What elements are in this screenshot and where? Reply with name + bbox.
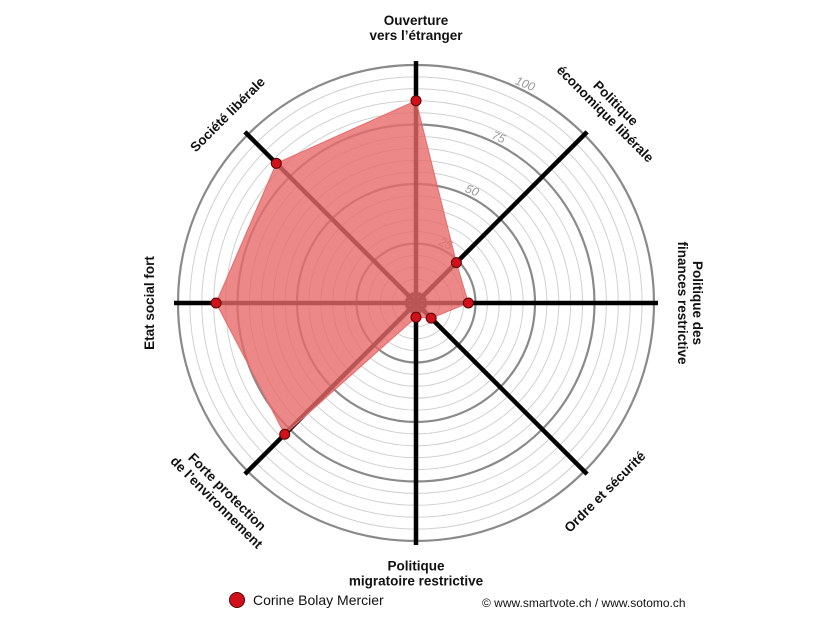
data-area bbox=[210, 95, 474, 440]
axis-label: Politique bbox=[388, 559, 445, 574]
data-point bbox=[410, 311, 422, 323]
axis-label: migratoire restrictive bbox=[349, 574, 484, 589]
legend: Corine Bolay Mercier bbox=[229, 592, 384, 608]
data-point bbox=[210, 297, 222, 309]
legend-marker-icon bbox=[229, 592, 245, 608]
axis-label: finances restrictive bbox=[675, 241, 690, 365]
data-point bbox=[425, 312, 437, 324]
credit-text: © www.smartvote.ch / www.sotomo.ch bbox=[482, 596, 686, 610]
data-point bbox=[270, 157, 282, 169]
data-point bbox=[279, 428, 291, 440]
axis-label: Etat social fort bbox=[142, 256, 157, 350]
axis-label: vers l’étranger bbox=[369, 28, 463, 43]
tick-label: 50 bbox=[463, 181, 481, 199]
tick-label: 100 bbox=[513, 74, 537, 95]
data-point bbox=[410, 95, 422, 107]
axis-label: Ouverture bbox=[384, 13, 449, 28]
data-point bbox=[450, 257, 462, 269]
axis-spoke bbox=[414, 301, 589, 476]
data-point bbox=[462, 297, 474, 309]
legend-label: Corine Bolay Mercier bbox=[253, 592, 384, 608]
series-area bbox=[215, 99, 469, 436]
tick-label: 75 bbox=[490, 128, 508, 146]
axis-label-group: Etat social fort bbox=[142, 256, 157, 350]
axis-label: Politique des bbox=[690, 261, 705, 345]
